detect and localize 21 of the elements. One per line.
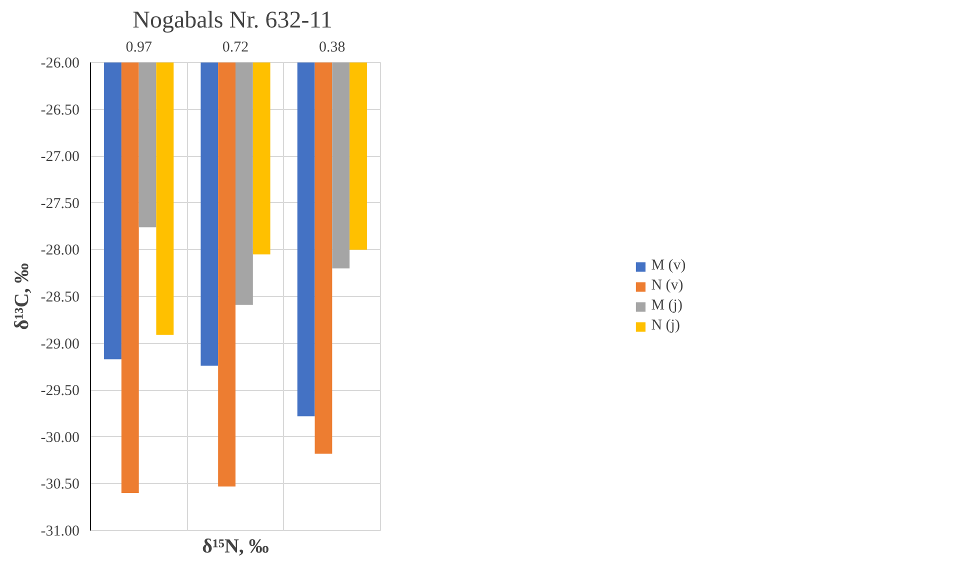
legend-label: N (v) (651, 278, 684, 294)
y-tick-label: -26.50 (40, 102, 80, 118)
legend-label: N (j) (651, 318, 680, 334)
y-tick-label: -28.50 (40, 290, 80, 306)
x-tick-label: 0.72 (222, 40, 249, 56)
legend-label: M (v) (651, 258, 686, 274)
x-tick-label: 0.38 (319, 40, 346, 56)
y-tick-label: -26.00 (40, 56, 80, 72)
chart-title: Nogabals Nr. 632-11 (132, 8, 332, 34)
x-axis-title: δ¹⁵N, ‰ (202, 536, 269, 558)
legend-label: M (j) (651, 298, 682, 314)
y-tick-label: -29.00 (40, 336, 80, 352)
y-tick-label: -27.00 (40, 149, 80, 166)
y-tick-label: -27.50 (40, 196, 80, 212)
y-axis-title: δ¹³C, ‰ (10, 263, 33, 330)
y-tick-label: -28.00 (40, 242, 80, 259)
y-tick-label: -30.50 (40, 476, 80, 493)
y-tick-label: -29.50 (40, 383, 80, 400)
y-tick-label: -30.00 (40, 430, 80, 446)
x-tick-label: 0.97 (126, 40, 152, 56)
y-tick-label: -31.00 (40, 524, 80, 540)
